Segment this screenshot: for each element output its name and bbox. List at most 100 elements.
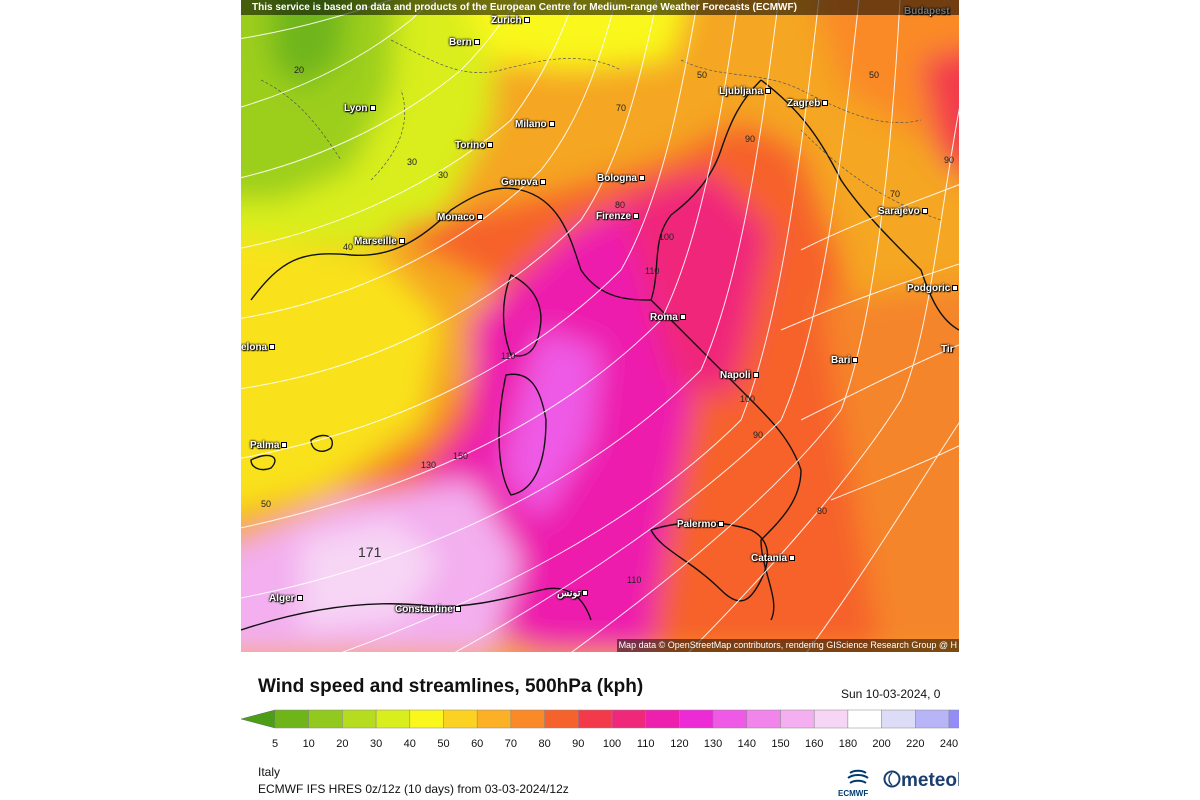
model-run-label: ECMWF IFS HRES 0z/12z (10 days) from 03-… (258, 782, 569, 796)
meteo-logo-text: meteol (901, 770, 959, 791)
contour-label: 80 (817, 506, 828, 516)
legend-swatch (948, 709, 959, 729)
legend-tick-label: 40 (403, 738, 416, 750)
city-bari: Bari (831, 355, 859, 366)
legend-swatch (409, 709, 444, 729)
legend-tick-label: 150 (771, 738, 790, 750)
legend-tick-label: 100 (602, 738, 622, 750)
ecmwf-service-banner: This service is based on data and produc… (241, 0, 959, 15)
contour-label: 110 (501, 351, 516, 361)
city-tunis: تونس (557, 588, 589, 599)
contour-label: 70 (890, 189, 901, 199)
contour-label: 30 (438, 170, 449, 180)
contour-label: 110 (627, 575, 642, 585)
city-catania: Catania (751, 553, 796, 564)
contour-label: 100 (659, 232, 675, 242)
contour-label: 110 (645, 266, 660, 276)
legend-swatch (274, 709, 309, 729)
legend-tick-label: 60 (471, 738, 484, 750)
ecmwf-logo-text: ECMWF (838, 789, 869, 798)
legend-tick-label: 200 (872, 738, 891, 750)
legend-tick-label: 80 (538, 738, 551, 750)
legend-swatch (780, 709, 815, 729)
legend-swatch (578, 709, 613, 729)
city-palma: Palma (250, 440, 288, 451)
contour-label: 130 (421, 460, 437, 470)
legend-tick-label: 50 (437, 738, 450, 750)
forecast-date: Sun 10-03-2024, 0 (841, 687, 941, 701)
city-lyon: Lyon (344, 103, 376, 114)
legend-swatch (544, 709, 579, 729)
city-bern: Bern (449, 37, 480, 48)
meteo-logo-icon (883, 770, 901, 788)
city-zagreb: Zagreb (787, 98, 829, 109)
contour-label: 171 (358, 544, 382, 560)
legend-tick-label: 110 (636, 738, 655, 750)
contour-label: 20 (294, 65, 305, 75)
city-sarajevo: Sarajevo (878, 206, 928, 217)
legend-swatch (813, 709, 849, 729)
wind-field-layer (241, 0, 959, 652)
chart-title: Wind speed and streamlines, 500hPa (kph) (258, 676, 644, 697)
legend-swatch (679, 709, 714, 729)
legend-swatch (847, 709, 882, 729)
legend-swatch (915, 709, 950, 729)
city-firenze: Firenze (596, 211, 640, 222)
legend-tick-label: 120 (670, 738, 689, 750)
ecmwf-logo: ECMWF (838, 769, 878, 799)
contour-label: 70 (616, 103, 627, 113)
legend-arrow (241, 709, 276, 729)
legend-swatch (375, 709, 411, 729)
legend-swatch (510, 709, 545, 729)
contour-label: 40 (343, 242, 354, 252)
city-zurich: Zurich (491, 15, 530, 26)
legend-tick-label: 130 (703, 738, 723, 750)
legend-swatch (308, 709, 343, 729)
legend-tick-label: 10 (302, 738, 315, 750)
legend-swatch (342, 709, 377, 729)
legend-tick-label: 30 (369, 738, 383, 750)
forecast-frame: Bern Zurich Budapest Lyon Milano Torino … (241, 0, 959, 800)
city-tirana: Tir (941, 344, 954, 355)
city-ljubljana: Ljubljana (719, 86, 771, 97)
contour-label: 100 (740, 394, 756, 404)
contour-label: 90 (944, 155, 955, 165)
legend-swatch (712, 709, 748, 729)
legend-tick-label: 90 (572, 738, 585, 750)
wind-map[interactable]: Bern Zurich Budapest Lyon Milano Torino … (241, 0, 959, 652)
contour-label: 50 (869, 70, 880, 80)
city-bologna: Bologna (597, 173, 645, 184)
contour-label: 30 (407, 157, 418, 167)
map-attribution[interactable]: Map data © OpenStreetMap contributors, r… (616, 639, 959, 652)
contour-label: 50 (697, 70, 708, 80)
legend-swatch (476, 709, 512, 729)
streamlines (241, 0, 959, 652)
region-label: Italy (258, 765, 281, 779)
city-barcelona: elona (241, 342, 276, 353)
city-monaco: Monaco (437, 212, 483, 223)
legend-swatch (645, 709, 680, 729)
city-constantine: Constantine (395, 604, 461, 615)
city-palermo: Palermo (677, 519, 725, 530)
city-napoli: Napoli (720, 370, 759, 381)
legend-tick-label: 220 (906, 738, 925, 750)
legend-swatch (611, 709, 646, 729)
contour-label: 80 (615, 200, 626, 210)
contour-label: 90 (745, 134, 756, 144)
ecmwf-logo-icon (847, 769, 869, 784)
city-milano: Milano (515, 119, 555, 130)
legend-tick-label: 70 (504, 738, 518, 750)
meteo-logo[interactable]: meteol (883, 770, 959, 792)
city-podgorica: Podgoric (907, 283, 959, 294)
legend-tick-label: 140 (737, 738, 756, 750)
city-alger: Alger (269, 593, 303, 604)
city-genova: Genova (501, 177, 546, 188)
contour-label: 150 (453, 451, 469, 461)
legend-tick-label: 240 (939, 738, 959, 750)
wind-speed-shading (241, 0, 959, 652)
city-roma: Roma (650, 312, 686, 323)
contour-label: 50 (261, 499, 272, 509)
city-marseille: Marseille (354, 236, 405, 247)
legend-swatch (881, 709, 916, 729)
legend-tick-label: 20 (336, 738, 349, 750)
